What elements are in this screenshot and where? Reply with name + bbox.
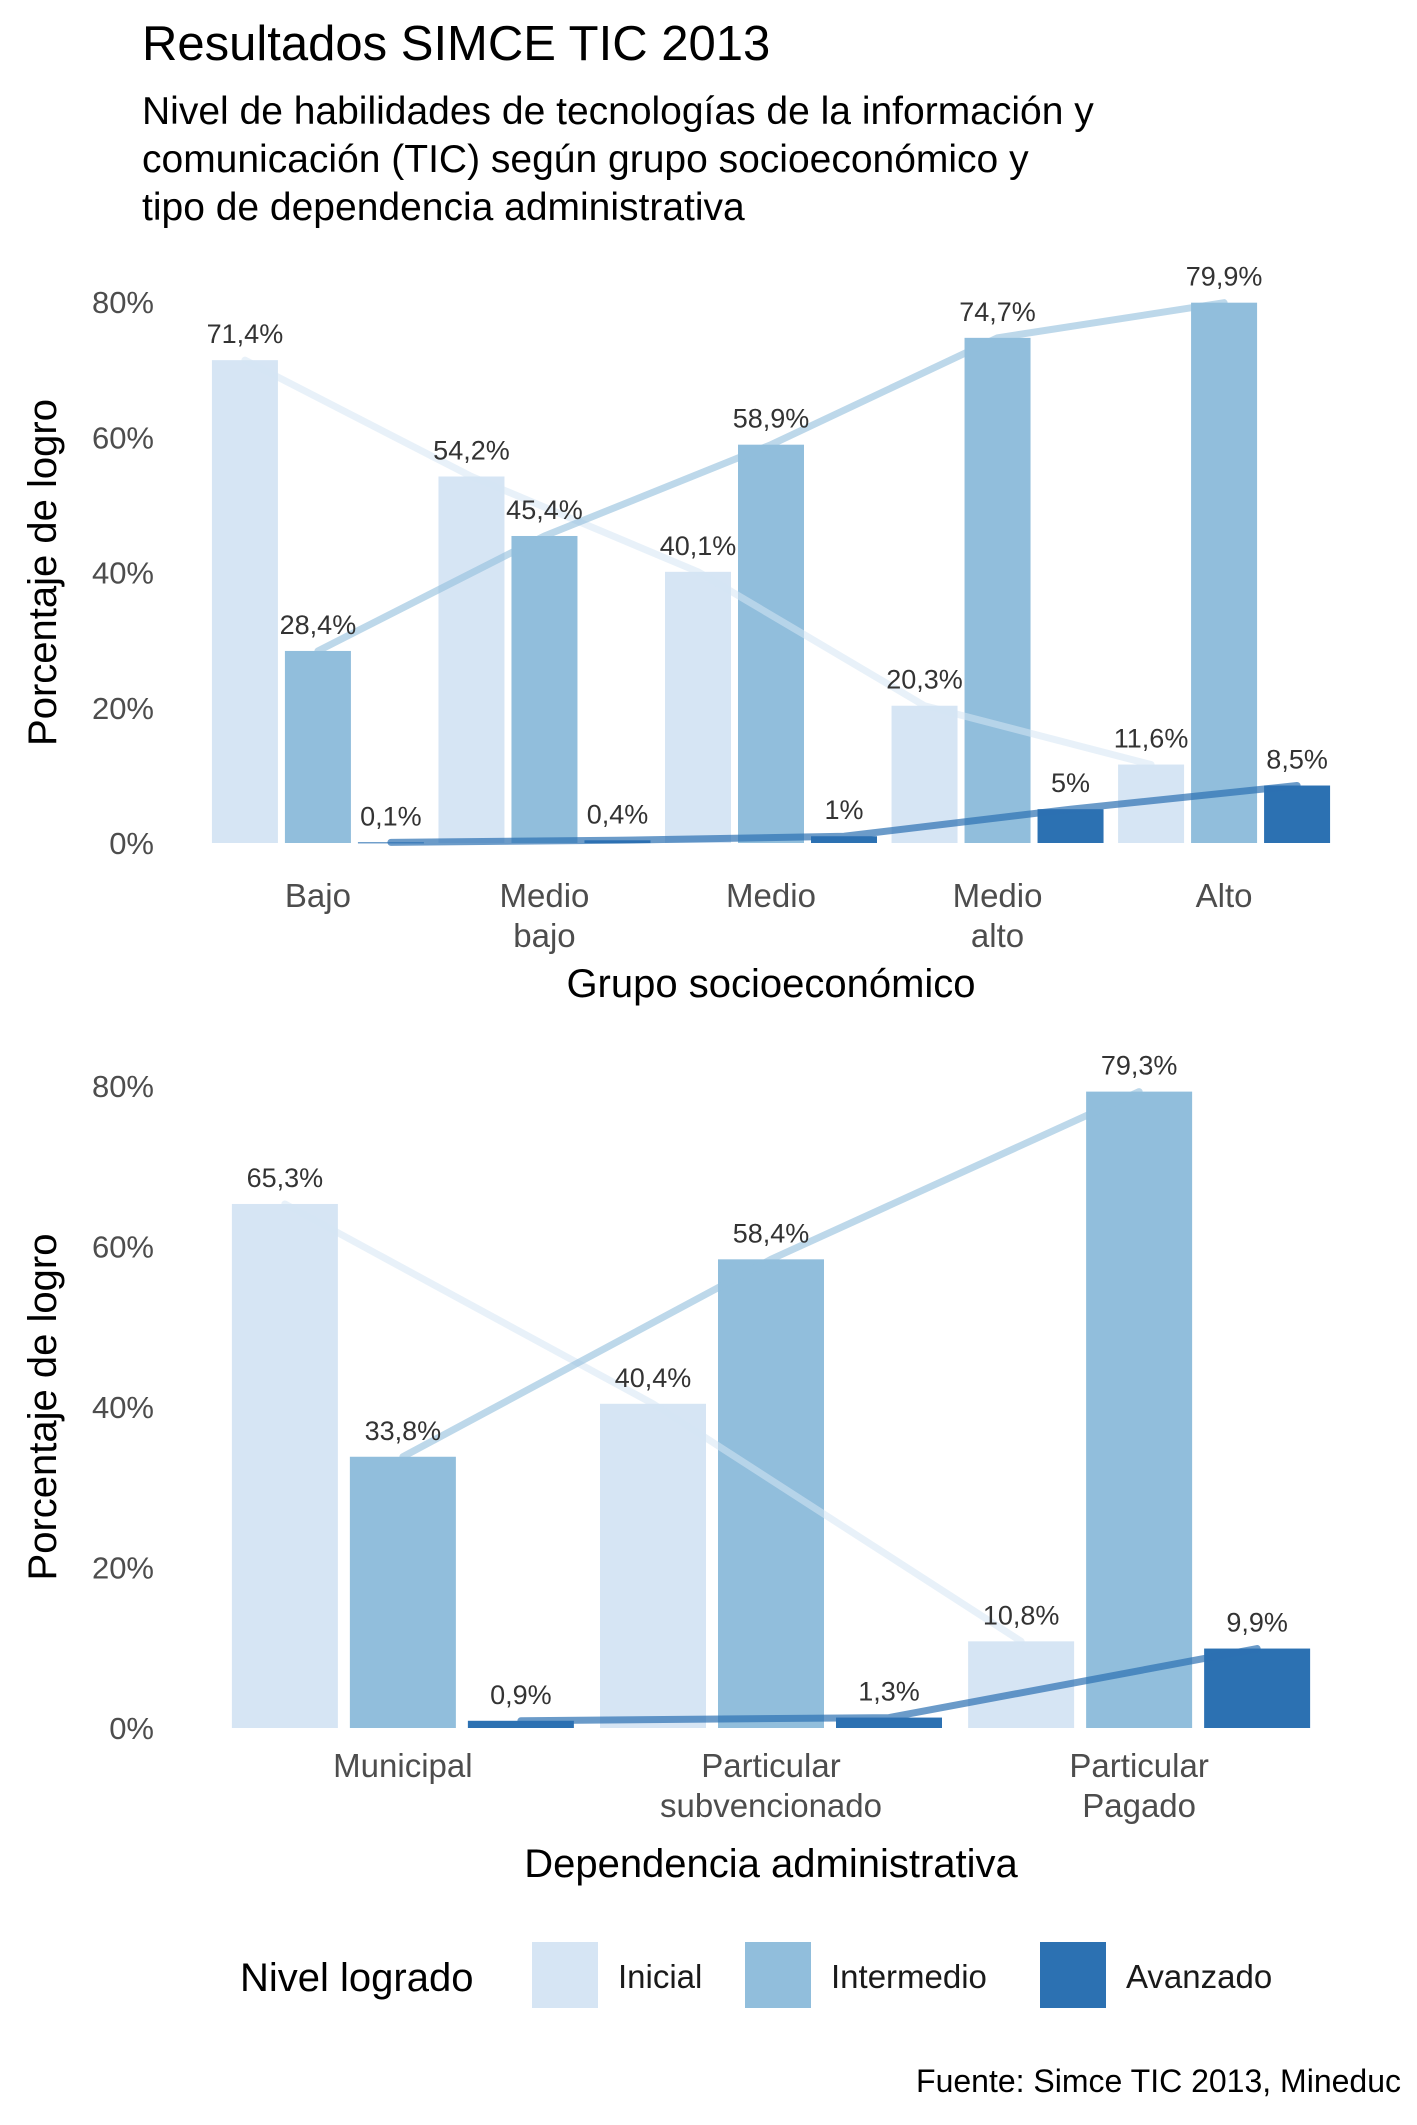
data-label: 9,9% [1226,1608,1288,1638]
data-label: 1% [824,795,863,825]
x-tick-label: Alto [1196,877,1253,914]
legend-swatch-intermedio [745,1942,811,2008]
bar-intermedio [738,444,804,843]
x-tick-label: alto [971,917,1024,954]
y-tick-label: 20% [92,1551,154,1586]
bar-avanzado [1204,1648,1311,1728]
y-tick-label: 80% [92,1069,154,1104]
bar-intermedio [718,1259,824,1728]
y-tick-label: 60% [92,1230,154,1265]
x-axis-label: Dependencia administrativa [524,1842,1018,1886]
x-tick-label: Medio [726,877,816,914]
y-tick-label: 20% [92,691,154,726]
bar-inicial [600,1403,706,1728]
y-tick-label: 40% [92,1390,154,1425]
y-tick-label: 40% [92,556,154,591]
data-label: 58,4% [733,1218,810,1248]
bar-intermedio [964,337,1031,843]
trend-line-inicial [241,356,1155,769]
data-label: 74,7% [959,297,1036,327]
data-label: 0,9% [490,1680,552,1710]
data-label: 79,3% [1101,1051,1178,1081]
legend-title: Nivel logrado [240,1956,474,2000]
x-tick-label: Medio [953,877,1043,914]
legend-swatch-avanzado [1040,1942,1106,2008]
trend-line-inicial [281,1200,1025,1645]
legend-swatch-inicial [532,1942,598,2008]
bar-intermedio [284,650,351,843]
chart-subtitle: Nivel de habilidades de tecnologías de l… [142,88,1094,232]
data-label: 71,4% [207,319,284,349]
bar-intermedio [1191,302,1258,843]
subtitle-line: Nivel de habilidades de tecnologías de l… [142,90,1094,133]
subtitle-line: tipo de dependencia administrativa [142,186,745,229]
data-label: 54,2% [433,435,510,465]
subtitle-line: comunicación (TIC) según grupo socioecon… [142,138,1029,181]
bar-avanzado [467,1720,574,1728]
x-tick-label: bajo [513,917,575,954]
legend-label-inicial: Inicial [618,1958,703,1995]
trend-line-avanzado [517,1645,1261,1725]
data-label: 8,5% [1266,745,1328,775]
data-label: 40,1% [660,531,737,561]
caption: Fuente: Simce TIC 2013, Mineduc [916,2063,1401,2099]
bar-intermedio [349,1456,456,1728]
data-label: 28,4% [280,610,357,640]
trend-line-avanzado [387,782,1301,846]
data-label: 45,4% [506,495,583,525]
legend: Nivel logrado Inicial Intermedio Avanzad… [240,1942,1400,2022]
charts-canvas: 0% 20% 40% 60% 80% Porcentaje de logro 71,4% 54… [21,262,1331,1886]
y-tick-label: 0% [109,1711,154,1746]
trend-line-intermedio [399,1088,1143,1461]
data-label: 0,1% [360,801,422,831]
trend-line-intermedio [314,299,1228,655]
x-tick-label: Particular [701,1747,840,1784]
bar-inicial [665,571,731,843]
data-label: 79,9% [1186,262,1263,292]
data-label: 10,8% [983,1600,1060,1630]
data-label: 11,6% [1114,724,1189,754]
data-label: 0,4% [587,799,649,829]
data-label: 58,9% [733,404,810,434]
x-tick-label: Municipal [333,1747,472,1784]
data-label: 1,3% [858,1677,920,1707]
legend-label-intermedio: Intermedio [831,1958,987,1995]
bar-inicial [231,1203,338,1728]
x-tick-label: Particular [1069,1747,1208,1784]
y-axis-label: Porcentaje de logro [21,1234,65,1581]
bar-inicial [891,705,958,843]
bar-inicial [438,476,505,843]
data-label: 40,4% [615,1363,692,1393]
x-axis-label: Grupo socioeconómico [566,962,975,1006]
bar-avanzado [836,1717,942,1728]
data-label: 65,3% [247,1163,324,1193]
bar-inicial [211,360,278,843]
y-tick-label: 0% [109,826,154,861]
bar-intermedio [1086,1091,1193,1728]
data-label: 33,8% [365,1416,442,1446]
data-label: 5% [1051,768,1090,798]
y-axis-label: Porcentaje de logro [21,399,65,746]
bar-avanzado [1264,785,1331,843]
x-tick-label: Medio [500,877,590,914]
data-label: 20,3% [886,665,963,695]
x-tick-label: Pagado [1082,1787,1196,1824]
bar-intermedio [511,535,578,843]
chart-title: Resultados SIMCE TIC 2013 [142,17,771,71]
y-tick-label: 60% [92,420,154,455]
x-tick-label: subvencionado [660,1787,882,1824]
y-tick-label: 80% [92,285,154,320]
legend-label-avanzado: Avanzado [1126,1958,1273,1995]
x-tick-label: Bajo [285,877,351,914]
